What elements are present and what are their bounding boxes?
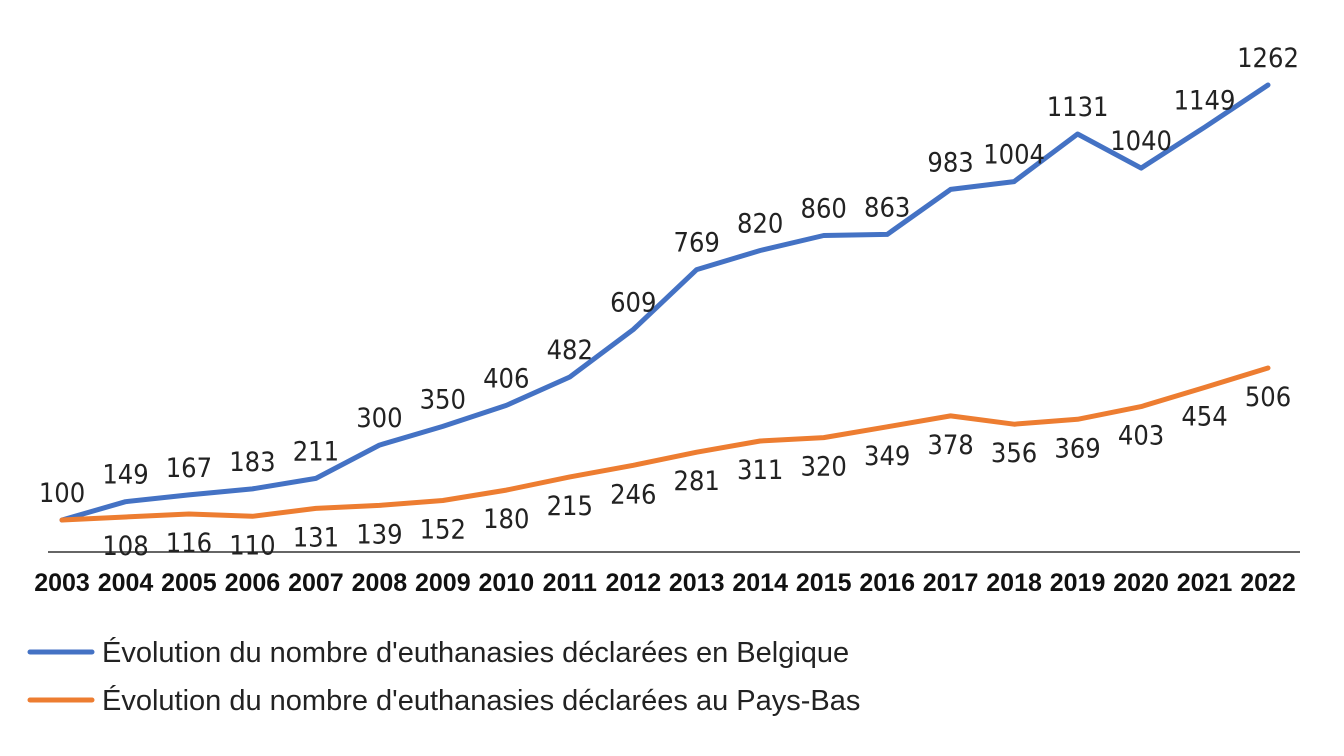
data-label-belgique-2015: 860: [801, 194, 847, 225]
data-label-belgique-2009: 350: [420, 384, 466, 415]
series-lines: [59, 82, 1271, 523]
data-label-pays-bas-2006: 110: [229, 530, 275, 561]
data-label-belgique-2012: 609: [610, 288, 656, 319]
data-label-pays-bas-2004: 108: [102, 531, 148, 562]
x-tick-2015: 2015: [796, 569, 852, 597]
series-line-pays-bas: [59, 365, 1271, 523]
data-label-belgique-2010: 406: [483, 363, 529, 394]
data-label-pays-bas-2010: 180: [483, 504, 529, 535]
data-label-belgique-2020: 1040: [1110, 126, 1172, 157]
x-tick-2013: 2013: [669, 569, 725, 597]
data-label-belgique-2014: 820: [737, 209, 783, 240]
data-label-pays-bas-2013: 281: [674, 466, 720, 497]
x-tick-2016: 2016: [859, 569, 915, 597]
x-tick-2018: 2018: [986, 569, 1042, 597]
x-tick-2021: 2021: [1177, 569, 1233, 597]
data-label-pays-bas-2022: 506: [1245, 382, 1291, 413]
data-labels: 100 149 167 183 211 300 350 406 482 609 769 820 860 8…: [39, 43, 1299, 562]
data-label-pays-bas-2009: 152: [420, 515, 466, 546]
x-tick-2010: 2010: [478, 569, 534, 597]
data-label-belgique-2022: 1262: [1237, 43, 1299, 74]
data-label-pays-bas-2005: 116: [166, 528, 212, 559]
data-label-belgique-2013: 769: [674, 228, 720, 259]
x-tick-2005: 2005: [161, 569, 217, 597]
data-label-pays-bas-2014: 311: [737, 455, 783, 486]
data-label-belgique-2016: 863: [864, 192, 910, 223]
data-label-belgique-2007: 211: [293, 436, 339, 467]
x-axis-ticks: 2003 2004 2005 2006 2007 2008 2009 2010 2011 2012…: [34, 569, 1296, 597]
x-tick-2017: 2017: [923, 569, 979, 597]
legend: Évolution du nombre d'euthanasies déclar…: [27, 636, 860, 717]
data-label-pays-bas-2007: 131: [293, 522, 339, 553]
data-label-pays-bas-2012: 246: [610, 479, 656, 510]
data-label-belgique-2018: 1004: [983, 140, 1045, 171]
x-tick-2008: 2008: [352, 569, 408, 597]
x-tick-2003: 2003: [34, 569, 90, 597]
series-line-belgique: [59, 82, 1271, 523]
x-tick-2006: 2006: [225, 569, 281, 597]
data-label-belgique-2006: 183: [229, 447, 275, 478]
x-tick-2014: 2014: [732, 569, 788, 597]
data-label-belgique-2003: 100: [39, 478, 85, 509]
x-tick-2011: 2011: [543, 569, 597, 597]
data-label-pays-bas-2019: 369: [1054, 433, 1100, 464]
data-label-pays-bas-2017: 378: [927, 430, 973, 461]
data-label-belgique-2019: 1131: [1047, 92, 1109, 123]
data-label-pays-bas-2015: 320: [801, 452, 847, 483]
x-tick-2007: 2007: [288, 569, 344, 597]
data-label-belgique-2017: 983: [927, 147, 973, 178]
data-label-pays-bas-2011: 215: [547, 491, 593, 522]
data-label-pays-bas-2020: 403: [1118, 421, 1164, 452]
data-label-pays-bas-2016: 349: [864, 441, 910, 472]
x-tick-2019: 2019: [1050, 569, 1106, 597]
data-label-belgique-2021: 1149: [1174, 85, 1236, 116]
data-label-pays-bas-2018: 356: [991, 438, 1037, 469]
data-label-belgique-2004: 149: [102, 460, 148, 491]
x-tick-2022: 2022: [1240, 569, 1296, 597]
x-tick-2012: 2012: [605, 569, 661, 597]
legend-label-pays-bas: Évolution du nombre d'euthanasies déclar…: [102, 684, 860, 717]
data-label-pays-bas-2021: 454: [1181, 402, 1227, 433]
legend-label-belgique: Évolution du nombre d'euthanasies déclar…: [102, 636, 849, 669]
data-label-belgique-2008: 300: [356, 403, 402, 434]
x-tick-2009: 2009: [415, 569, 471, 597]
x-tick-2020: 2020: [1113, 569, 1169, 597]
x-tick-2004: 2004: [98, 569, 154, 597]
data-label-belgique-2005: 167: [166, 453, 212, 484]
data-label-belgique-2011: 482: [547, 335, 593, 366]
data-label-pays-bas-2008: 139: [356, 519, 402, 550]
